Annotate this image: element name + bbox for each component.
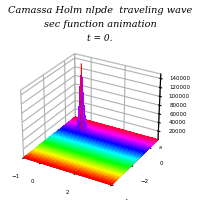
Text: Camassa Holm nlpde  traveling wave: Camassa Holm nlpde traveling wave xyxy=(8,6,192,15)
Text: t = 0.: t = 0. xyxy=(87,34,113,43)
Text: sec function animation: sec function animation xyxy=(44,20,156,29)
